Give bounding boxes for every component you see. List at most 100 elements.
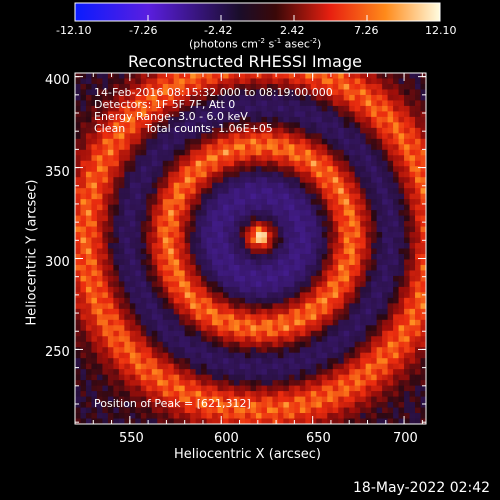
heatmap-cell	[288, 243, 295, 249]
heatmap-cell	[102, 199, 109, 206]
heatmap-cell	[327, 204, 334, 211]
heatmap-cell	[310, 144, 317, 151]
heatmap-cell	[316, 281, 323, 288]
heatmap-cell	[398, 281, 405, 288]
heatmap-cell	[365, 259, 372, 266]
heatmap-cell	[212, 308, 218, 315]
heatmap-cell	[316, 122, 323, 129]
heatmap-cell	[118, 391, 125, 397]
heatmap-cell	[288, 259, 295, 266]
heatmap-cell	[277, 297, 284, 304]
heatmap-cell	[332, 253, 339, 260]
heatmap-cell	[118, 232, 125, 238]
heatmap-cell	[310, 341, 317, 348]
heatmap-cell	[162, 330, 169, 337]
heatmap-cell	[124, 341, 131, 348]
heatmap-cell	[371, 352, 378, 359]
heatmap-cell	[393, 105, 399, 112]
x-tick-label: 600	[214, 431, 239, 446]
heatmap-cell	[234, 73, 240, 79]
heatmap-cell	[420, 105, 426, 112]
heatmap-cell	[365, 171, 372, 178]
heatmap-cell	[404, 155, 410, 162]
heatmap-cell	[255, 237, 262, 244]
heatmap-cell	[184, 237, 191, 244]
heatmap-cell	[184, 177, 191, 184]
heatmap-cell	[327, 385, 334, 392]
heatmap-cell	[96, 177, 103, 184]
heatmap-cell	[316, 133, 323, 140]
heatmap-cell	[184, 330, 191, 337]
heatmap-cell	[96, 336, 103, 343]
heatmap-cell	[195, 199, 202, 206]
heatmap-cell	[234, 347, 240, 354]
heatmap-cell	[75, 226, 81, 233]
heatmap-cell	[80, 122, 87, 129]
heatmap-cell	[409, 281, 416, 288]
heatmap-cell	[316, 73, 323, 79]
heatmap-cell	[223, 396, 229, 403]
heatmap-cell	[245, 270, 251, 277]
heatmap-cell	[382, 188, 389, 195]
heatmap-cell	[283, 177, 290, 184]
heatmap-cell	[272, 89, 279, 96]
heatmap-cell	[179, 286, 186, 293]
heatmap-cell	[255, 264, 262, 271]
heatmap-cell	[184, 243, 191, 249]
heatmap-cell	[184, 100, 191, 107]
heatmap-cell	[223, 270, 229, 277]
heatmap-cell	[365, 352, 372, 359]
heatmap-cell	[365, 325, 372, 332]
heatmap-cell	[420, 297, 426, 304]
heatmap-cell	[151, 358, 158, 365]
heatmap-cell	[124, 358, 131, 365]
heatmap-cell	[382, 363, 389, 370]
heatmap-cell	[288, 160, 295, 167]
heatmap-cell	[217, 413, 224, 419]
heatmap-cell	[266, 303, 273, 310]
heatmap-cell	[360, 336, 367, 343]
heatmap-cell	[146, 144, 153, 151]
heatmap-cell	[168, 413, 175, 419]
heatmap-cell	[288, 100, 295, 107]
heatmap-cell	[228, 275, 235, 282]
heatmap-cell	[124, 363, 131, 370]
heatmap-cell	[168, 177, 175, 184]
heatmap-cell	[245, 380, 251, 387]
heatmap-cell	[294, 347, 301, 354]
heatmap-cell	[382, 259, 389, 266]
heatmap-cell	[234, 94, 240, 101]
heatmap-cell	[420, 171, 426, 178]
heatmap-cell	[85, 286, 92, 293]
heatmap-cell	[398, 297, 405, 304]
heatmap-cell	[190, 264, 197, 271]
heatmap-cell	[118, 286, 125, 293]
heatmap-cell	[305, 160, 312, 167]
heatmap-cell	[266, 253, 273, 260]
heatmap-cell	[206, 188, 213, 195]
heatmap-cell	[349, 116, 356, 123]
heatmap-cell	[201, 347, 208, 354]
heatmap-cell	[179, 253, 186, 260]
heatmap-cell	[102, 243, 109, 249]
heatmap-cell	[75, 341, 81, 348]
heatmap-cell	[173, 396, 180, 403]
heatmap-cell	[360, 182, 367, 189]
heatmap-cell	[387, 325, 394, 332]
heatmap-cell	[228, 166, 235, 173]
heatmap-cell	[299, 385, 306, 392]
heatmap-cell	[206, 204, 213, 211]
heatmap-cell	[415, 89, 421, 96]
heatmap-cell	[102, 369, 109, 376]
heatmap-cell	[151, 78, 158, 85]
heatmap-cell	[190, 243, 197, 249]
heatmap-cell	[332, 177, 339, 184]
heatmap-cell	[80, 193, 87, 200]
heatmap-cell	[338, 149, 345, 156]
heatmap-cell	[294, 407, 301, 414]
heatmap-cell	[118, 221, 125, 227]
heatmap-cell	[113, 380, 120, 387]
heatmap-cell	[283, 83, 290, 90]
heatmap-cell	[107, 380, 114, 387]
heatmap-cell	[376, 281, 383, 288]
